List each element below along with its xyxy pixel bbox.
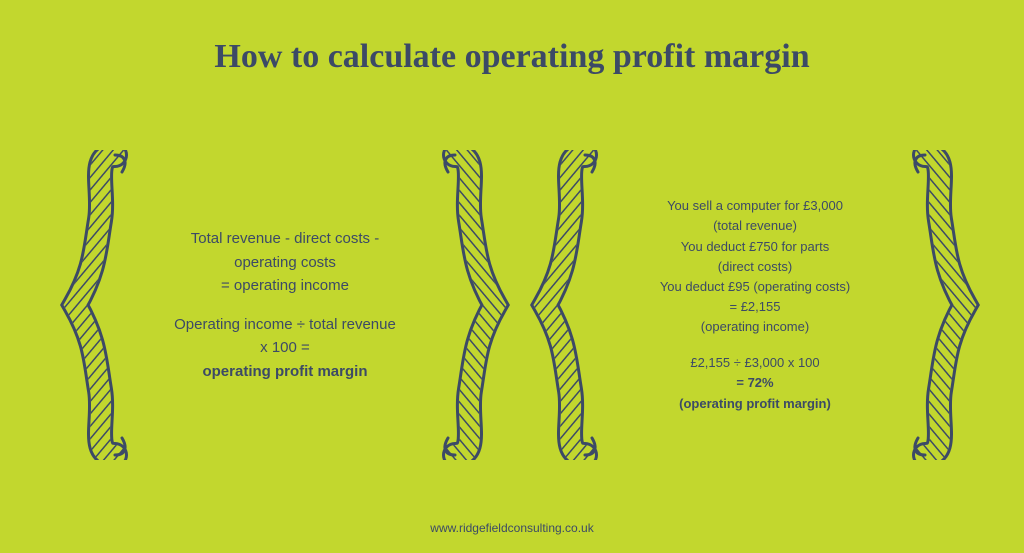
- text-line: (operating income): [660, 317, 850, 337]
- brace-open-icon: [60, 150, 130, 460]
- text-line: You deduct £95 (operating costs): [660, 277, 850, 297]
- text-line: = 72%: [660, 373, 850, 393]
- formula-block-1: Total revenue - direct costs -operating …: [174, 227, 396, 297]
- formula-content: Total revenue - direct costs -operating …: [124, 227, 446, 383]
- text-line: £2,155 ÷ £3,000 x 100: [660, 353, 850, 373]
- example-content: You sell a computer for £3,000(total rev…: [610, 196, 900, 413]
- text-line: You sell a computer for £3,000: [660, 196, 850, 216]
- text-line: Total revenue - direct costs -: [174, 227, 396, 250]
- page-title: How to calculate operating profit margin: [0, 38, 1024, 76]
- infographic-canvas: How to calculate operating profit margin…: [0, 0, 1024, 553]
- footer-url: www.ridgefieldconsulting.co.uk: [0, 521, 1024, 535]
- text-line: (total revenue): [660, 216, 850, 236]
- text-line: = £2,155: [660, 297, 850, 317]
- formula-block-2: Operating income ÷ total revenuex 100 =o…: [174, 313, 396, 383]
- formula-panel: Total revenue - direct costs -operating …: [70, 150, 500, 460]
- brace-close-icon: [910, 150, 980, 460]
- text-line: = operating income: [174, 274, 396, 297]
- example-block-2: £2,155 ÷ £3,000 x 100= 72%(operating pro…: [660, 353, 850, 413]
- text-line: operating profit margin: [174, 360, 396, 383]
- brace-close-icon: [440, 150, 510, 460]
- text-line: Operating income ÷ total revenue: [174, 313, 396, 336]
- text-line: You deduct £750 for parts: [660, 237, 850, 257]
- example-block-1: You sell a computer for £3,000(total rev…: [660, 196, 850, 337]
- text-line: (direct costs): [660, 257, 850, 277]
- text-line: x 100 =: [174, 336, 396, 359]
- text-line: (operating profit margin): [660, 394, 850, 414]
- brace-open-icon: [530, 150, 600, 460]
- text-line: operating costs: [174, 251, 396, 274]
- example-panel: You sell a computer for £3,000(total rev…: [540, 150, 970, 460]
